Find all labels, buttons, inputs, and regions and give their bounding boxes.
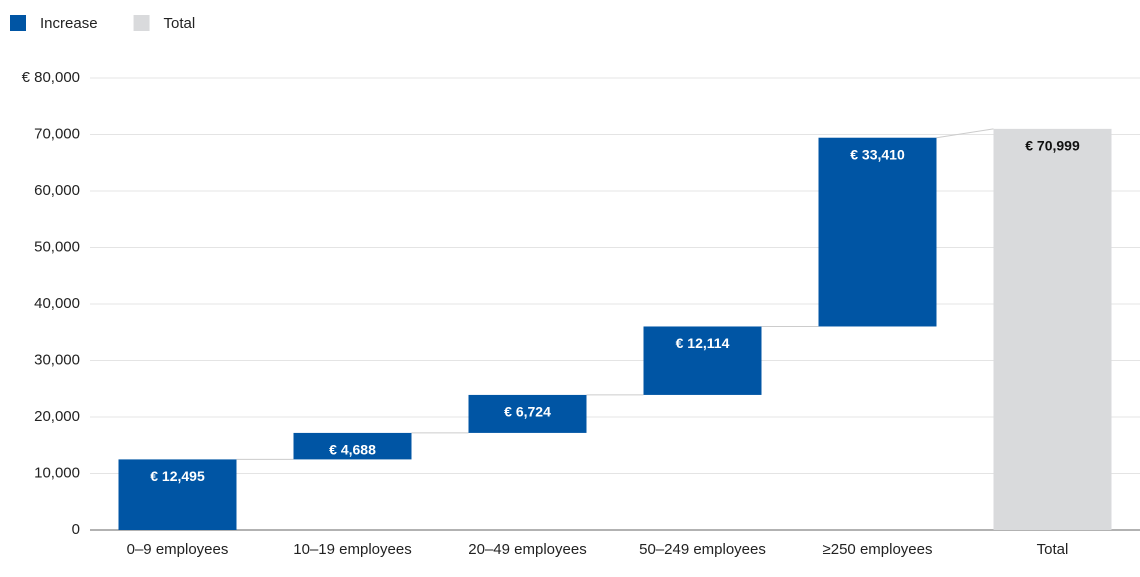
y-tick-label: 0 bbox=[72, 521, 80, 538]
y-tick-label: 50,000 bbox=[34, 238, 80, 255]
bar bbox=[993, 128, 1112, 530]
data-label: € 70,999 bbox=[1025, 138, 1080, 154]
legend-label: Total bbox=[164, 15, 196, 32]
data-label: € 12,114 bbox=[676, 335, 730, 351]
bar bbox=[118, 459, 237, 530]
data-label: € 33,410 bbox=[850, 146, 905, 162]
data-label: € 12,495 bbox=[150, 468, 205, 484]
bar bbox=[643, 326, 762, 395]
y-tick-label: 40,000 bbox=[34, 295, 80, 312]
legend-swatch bbox=[133, 15, 150, 31]
y-tick-label: 60,000 bbox=[34, 182, 80, 199]
x-tick-label: 50–249 employees bbox=[639, 541, 766, 558]
data-label: € 6,724 bbox=[504, 404, 551, 420]
connector bbox=[936, 128, 994, 139]
x-tick-label: 0–9 employees bbox=[126, 541, 229, 558]
x-tick-label: 20–49 employees bbox=[468, 541, 587, 558]
legend-label: Increase bbox=[40, 15, 98, 32]
bar bbox=[293, 432, 412, 460]
data-label: € 4,688 bbox=[329, 442, 376, 458]
bar bbox=[468, 394, 587, 433]
y-tick-label: 20,000 bbox=[34, 408, 80, 425]
y-tick-label: 30,000 bbox=[34, 351, 80, 368]
x-tick-label: ≥250 employees bbox=[822, 541, 933, 558]
y-tick-label: € 80,000 bbox=[22, 69, 80, 86]
y-tick-label: 70,000 bbox=[34, 125, 80, 142]
bar bbox=[818, 137, 937, 327]
x-tick-label: 10–19 employees bbox=[293, 541, 412, 558]
legend-swatch bbox=[10, 15, 26, 31]
x-tick-label: Total bbox=[1036, 541, 1069, 558]
y-tick-label: 10,000 bbox=[34, 464, 80, 481]
